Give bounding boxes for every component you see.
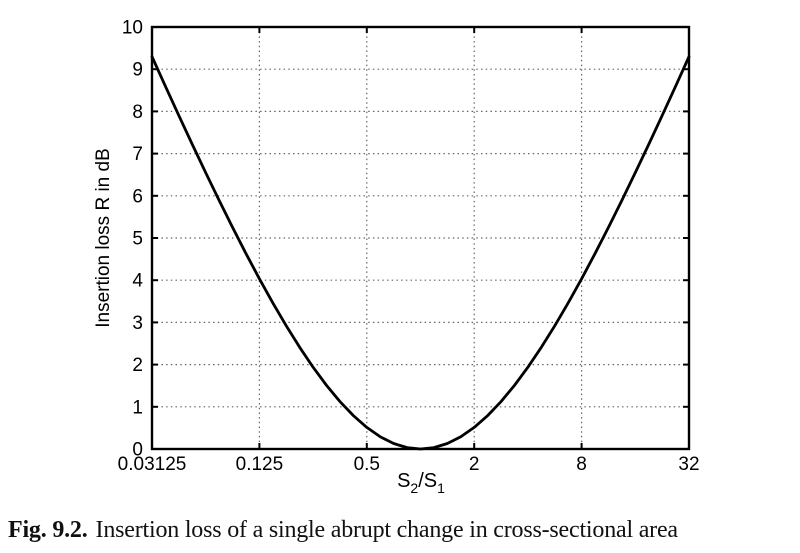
x-axis-label-sub2: 1	[437, 480, 445, 496]
x-tick-labels: 0.03125 0.125 0.5 2 8 32	[118, 454, 700, 475]
y-tick-label: 9	[132, 60, 143, 81]
y-tick-label: 0	[132, 440, 143, 461]
y-tick-label: 2	[132, 355, 143, 376]
x-tick-label: 0.125	[236, 454, 284, 475]
x-tick-label: 0.5	[354, 454, 380, 475]
insertion-loss-chart: 0.03125 0.125 0.5 2 8 32 0 1 2 3 4 5 6 7 8 9 10 Inserti…	[93, 18, 700, 497]
figure-caption-number: Fig. 9.2.	[8, 517, 88, 543]
insertion-loss-curve	[150, 55, 691, 451]
y-axis-label: Insertion loss R in dB	[93, 148, 114, 328]
x-axis-label-sub1: 2	[410, 480, 418, 496]
y-tick-label: 5	[132, 229, 143, 250]
x-tick-label: 32	[678, 454, 699, 475]
y-tick-label: 6	[132, 186, 143, 207]
x-tick-label: 8	[576, 454, 587, 475]
y-tick-label: 3	[132, 313, 143, 334]
y-tick-label: 7	[132, 144, 143, 165]
x-axis-label-base1: S	[397, 470, 410, 492]
y-tick-labels: 0 1 2 3 4 5 6 7 8 9 10	[122, 18, 144, 461]
figure-caption: Fig. 9.2. Insertion loss of a single abru…	[8, 517, 798, 544]
y-tick-label: 4	[132, 271, 143, 292]
x-axis-label-base2: S	[424, 470, 437, 492]
grid-layer	[152, 27, 689, 449]
y-tick-label: 8	[132, 102, 143, 123]
figure-caption-text: Insertion loss of a single abrupt change…	[95, 517, 679, 543]
x-tick-label: 0.03125	[118, 454, 187, 475]
x-axis-label-divider: /	[418, 470, 424, 492]
y-tick-label: 1	[132, 397, 143, 418]
x-axis-label: S2/S1	[397, 470, 445, 496]
y-tick-label: 10	[122, 18, 143, 39]
x-tick-label: 2	[469, 454, 480, 475]
